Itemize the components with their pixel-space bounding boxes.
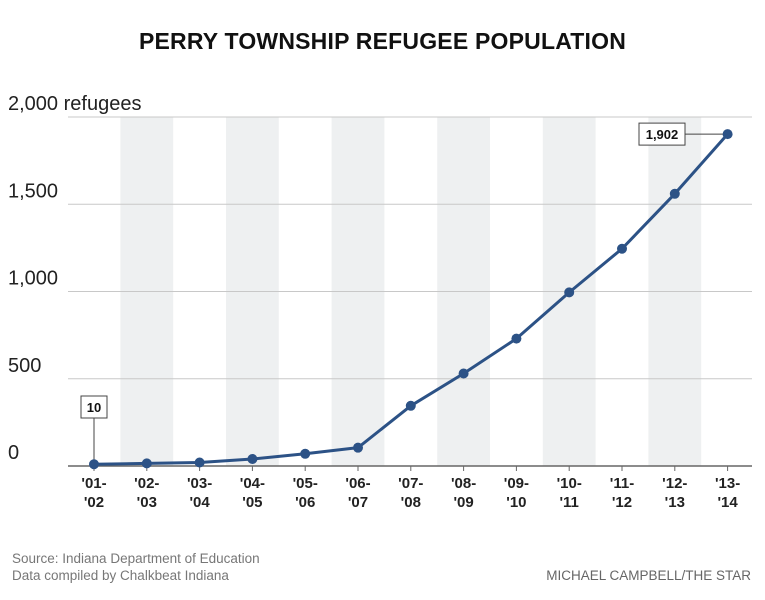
y-tick-label: 2,000 refugees bbox=[8, 93, 141, 115]
annotation-label: 1,902 bbox=[646, 127, 679, 142]
x-tick-label: '09 bbox=[453, 494, 473, 511]
data-point bbox=[353, 442, 363, 453]
credit-line: MICHAEL CAMPBELL/THE STAR bbox=[546, 568, 751, 583]
x-tick-label: '05 bbox=[242, 494, 262, 511]
x-tick-label: '06 bbox=[295, 494, 315, 511]
source-line: Source: Indiana Department of Education bbox=[12, 551, 260, 566]
x-tick-label: '10 bbox=[506, 494, 526, 511]
x-tick-label: '01- bbox=[81, 475, 106, 492]
x-tick-label: '14 bbox=[717, 494, 738, 511]
data-point bbox=[722, 129, 733, 140]
x-tick-label: '11- bbox=[610, 475, 634, 492]
data-point bbox=[300, 448, 311, 459]
x-tick-label: '12 bbox=[612, 494, 632, 511]
data-point bbox=[141, 458, 152, 469]
data-point bbox=[458, 368, 469, 379]
x-tick-label: '12- bbox=[662, 475, 687, 492]
x-tick-label: '10- bbox=[557, 475, 582, 492]
x-tick-label: '07- bbox=[398, 475, 423, 492]
x-tick-label: '04 bbox=[189, 494, 210, 511]
data-point bbox=[564, 287, 575, 298]
source-note: Source: Indiana Department of Education … bbox=[12, 550, 260, 584]
chart-title: PERRY TOWNSHIP REFUGEE POPULATION bbox=[138, 28, 627, 54]
line-chart: 0 500 1,000 1,500 2,000 refugees '01- '02 '02- '… bbox=[8, 93, 752, 511]
x-tick-label: '02- bbox=[134, 475, 159, 492]
annotation-box bbox=[80, 395, 108, 419]
x-tick-label: '02 bbox=[84, 494, 104, 511]
x-tick-label: '11 bbox=[559, 494, 578, 511]
x-tick-label: '08 bbox=[401, 494, 421, 511]
data-point bbox=[89, 459, 99, 470]
x-tick-label: '07 bbox=[348, 494, 368, 511]
data-point bbox=[617, 243, 627, 254]
data-point bbox=[194, 457, 205, 468]
x-tick-label: '03 bbox=[137, 494, 157, 511]
y-tick-label: 1,000 bbox=[8, 268, 58, 290]
x-tick-label: '06- bbox=[345, 475, 370, 492]
x-tick-label: '09- bbox=[504, 475, 529, 492]
annotation-label: 10 bbox=[87, 400, 101, 415]
annotation-box bbox=[638, 122, 686, 146]
x-tick-label: '03- bbox=[187, 475, 212, 492]
data-point bbox=[247, 454, 258, 465]
x-tick-label: '13- bbox=[715, 475, 740, 492]
y-tick-label: 0 bbox=[8, 442, 19, 464]
x-tick-label: '04- bbox=[240, 475, 265, 492]
data-point bbox=[511, 333, 522, 344]
x-tick-label: '13 bbox=[665, 494, 685, 511]
y-tick-label: 1,500 bbox=[8, 180, 58, 202]
series-line bbox=[93, 133, 729, 466]
compiled-line: Data compiled by Chalkbeat Indiana bbox=[12, 568, 229, 583]
x-tick-label: '08- bbox=[451, 475, 476, 492]
data-point bbox=[405, 400, 416, 411]
y-tick-label: 500 bbox=[8, 355, 41, 377]
data-point bbox=[669, 188, 680, 199]
x-tick-label: '05- bbox=[293, 475, 318, 492]
